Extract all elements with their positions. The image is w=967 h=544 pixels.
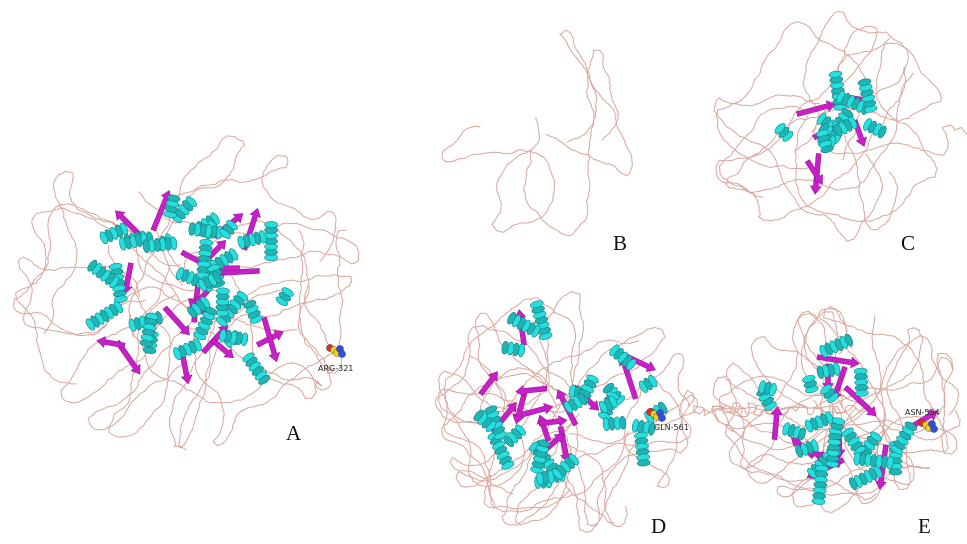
helix-turn (265, 221, 278, 227)
figure: A B C D E ARG-321 GLN-561 ASN-554 (0, 0, 967, 544)
panel-label: A (286, 421, 302, 445)
panel-label: C (901, 231, 915, 255)
alpha-helix (854, 368, 868, 397)
atom (338, 350, 345, 357)
panel-label: B (613, 231, 627, 255)
atom (658, 414, 665, 421)
helix-turn (216, 288, 229, 295)
alpha-helix (216, 288, 230, 317)
panel-label: D (651, 514, 666, 538)
page: A B C D E ARG-321 GLN-561 ASN-554 (() =>… (0, 0, 967, 544)
panel-label: E (918, 514, 931, 538)
residue-label: GLN-561 (654, 423, 689, 432)
atom (930, 425, 937, 432)
helix-turn (889, 469, 902, 476)
residue-label: ARG-321 (318, 364, 353, 373)
residue-label: ASN-554 (905, 408, 940, 417)
